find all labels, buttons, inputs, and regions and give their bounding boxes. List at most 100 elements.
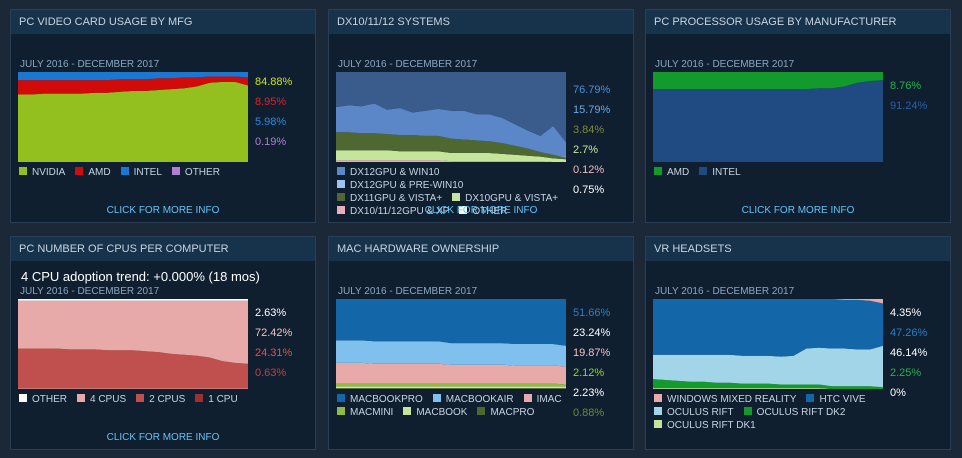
- legend-swatch: [337, 206, 345, 214]
- legend-swatch: [337, 180, 345, 188]
- legend-label: 4 CPUS: [90, 394, 127, 405]
- legend-item: AMD: [654, 167, 689, 180]
- legend-label: IMAC: [536, 394, 562, 405]
- series-area-4-cpus: [18, 300, 248, 364]
- legend-item: OTHER: [19, 394, 67, 407]
- value-label: 2.25%: [890, 367, 922, 379]
- panel-dx-systems: DX10/11/12 SYSTEMS JULY 2016 - DECEMBER …: [328, 9, 634, 223]
- value-label: 15.79%: [573, 104, 611, 116]
- legend-swatch: [452, 193, 461, 201]
- series-area-macbookair: [336, 340, 566, 367]
- panel-vr-headsets: VR HEADSETS JULY 2016 - DECEMBER 2017 4.…: [645, 236, 951, 450]
- more-info-link[interactable]: CLICK FOR MORE INFO: [106, 205, 220, 216]
- legend-item: OCULUS RIFT: [654, 407, 734, 420]
- series-area-oculus-rift-dk2: [653, 379, 883, 389]
- legend-label: HTC VIVE: [819, 394, 866, 405]
- panel-title: MAC HARDWARE OWNERSHIP: [329, 237, 633, 261]
- legend: OTHER 4 CPUS 2 CPUS 1 CPU: [19, 394, 309, 407]
- panel-title: PC PROCESSOR USAGE BY MANUFACTURER: [646, 10, 950, 34]
- value-label: 24.31%: [255, 347, 293, 359]
- legend-item: MACPRO: [477, 407, 534, 420]
- legend-label: MACBOOKPRO: [350, 394, 423, 405]
- legend-item: 4 CPUS: [77, 394, 126, 407]
- legend-item: INTEL: [120, 167, 162, 180]
- legend-label: MACBOOK: [416, 407, 468, 418]
- date-range: JULY 2016 - DECEMBER 2017: [655, 59, 795, 70]
- legend-item: DX10GPU & Vista+: [452, 193, 558, 206]
- value-label: 8.95%: [255, 96, 287, 108]
- legend-item: INTEL: [699, 167, 741, 180]
- panel-title: PC VIDEO CARD USAGE BY MFG: [11, 10, 315, 34]
- date-range: JULY 2016 - DECEMBER 2017: [338, 59, 478, 70]
- series-area-nvidia: [18, 81, 248, 162]
- series-area-amd: [653, 72, 883, 90]
- legend-swatch: [654, 167, 662, 175]
- date-range: JULY 2016 - DECEMBER 2017: [20, 286, 160, 297]
- series-area-macpro: [336, 388, 566, 389]
- series-area-oculus-rift: [653, 345, 883, 388]
- legend-item: IMAC: [523, 394, 562, 407]
- series-area-dx10-11-12gpu-xp: [336, 160, 566, 162]
- legend-item: OTHER: [171, 167, 220, 180]
- series-area-amd: [18, 76, 248, 95]
- legend-item: HTC VIVE: [806, 394, 866, 407]
- series-area-intel: [653, 80, 883, 162]
- legend-label: DX10/11/12GPU & XP: [350, 206, 450, 217]
- panel-title: PC NUMBER OF CPUS PER COMPUTER: [11, 237, 315, 261]
- series-area-dx11gpu-vista-: [336, 132, 566, 160]
- legend-label: 2 CPUS: [149, 394, 186, 405]
- value-label: 0%: [890, 387, 906, 399]
- more-info-link[interactable]: CLICK FOR MORE INFO: [741, 205, 855, 216]
- value-list: 2.63% 72.42% 24.31% 0.63%: [255, 307, 292, 387]
- series-area-1-cpu: [18, 388, 248, 389]
- legend-item: MACMINI: [337, 407, 393, 420]
- area-chart: [336, 299, 566, 389]
- value-label: 4.35%: [890, 307, 922, 319]
- area-chart: [653, 299, 883, 389]
- legend: DX12GPU & WIN10 DX12GPU & Pre-WIN10 DX11GP…: [337, 167, 577, 219]
- date-range: JULY 2016 - DECEMBER 2017: [338, 286, 478, 297]
- legend-label: MACPRO: [490, 407, 535, 418]
- series-area-other: [336, 72, 566, 143]
- series-area-oculus-rift-dk1: [653, 388, 883, 389]
- value-label: 2.23%: [573, 387, 605, 399]
- legend: MACBOOKPRO MACBOOKAIR IMAC MACMINI MACBOOK MA…: [337, 394, 577, 420]
- panel-title: DX10/11/12 SYSTEMS: [329, 10, 633, 34]
- more-info-link[interactable]: CLICK FOR MORE INFO: [106, 432, 220, 443]
- more-info-link[interactable]: CLICK FOR MORE INFO: [424, 205, 538, 216]
- value-label: 0.88%: [573, 407, 605, 419]
- date-range: JULY 2016 - DECEMBER 2017: [655, 286, 795, 297]
- series-area-intel: [18, 72, 248, 81]
- value-list: 76.79% 15.79% 3.84% 2.7% 0.12% 0.75%: [573, 84, 610, 204]
- area-chart: [653, 72, 883, 162]
- legend-label: INTEL: [133, 167, 162, 178]
- legend-label: 1 CPU: [208, 394, 238, 405]
- legend-item: 1 CPU: [195, 394, 238, 407]
- legend-swatch: [337, 193, 345, 201]
- value-label: 76.79%: [573, 84, 611, 96]
- legend: AMD INTEL: [654, 167, 944, 180]
- legend-label: OCULUS RIFT DK1: [667, 420, 756, 431]
- legend-label: NVIDIA: [32, 167, 66, 178]
- value-label: 0.12%: [573, 164, 605, 176]
- legend-label: MACMINI: [350, 407, 394, 418]
- legend-item: DX12GPU & WIN10: [337, 167, 439, 180]
- legend-label: OCULUS RIFT DK2: [756, 407, 846, 418]
- legend-label: OCULUS RIFT: [667, 407, 734, 418]
- legend-swatch: [195, 394, 204, 402]
- legend-item: OCULUS RIFT DK1: [654, 420, 756, 433]
- legend-label: DX12GPU & Pre-WIN10: [350, 180, 464, 191]
- legend-item: MACBOOKPRO: [337, 394, 423, 407]
- legend-label: AMD: [88, 167, 111, 178]
- value-label: 2.63%: [255, 307, 287, 319]
- series-area-windows-mixed-reality: [653, 299, 883, 304]
- legend-label: MACBOOKAIR: [445, 394, 514, 405]
- legend-item: OCULUS RIFT DK2: [743, 407, 846, 420]
- value-list: 8.76% 91.24%: [890, 80, 927, 120]
- legend-item: MACBOOKAIR: [432, 394, 514, 407]
- legend-label: WINDOWS MIXED REALITY: [667, 394, 797, 405]
- value-label: 19.87%: [573, 347, 611, 359]
- value-label: 0.63%: [255, 367, 287, 379]
- value-label: 84.88%: [255, 76, 293, 88]
- legend-item: DX10/11/12GPU & XP: [337, 206, 449, 219]
